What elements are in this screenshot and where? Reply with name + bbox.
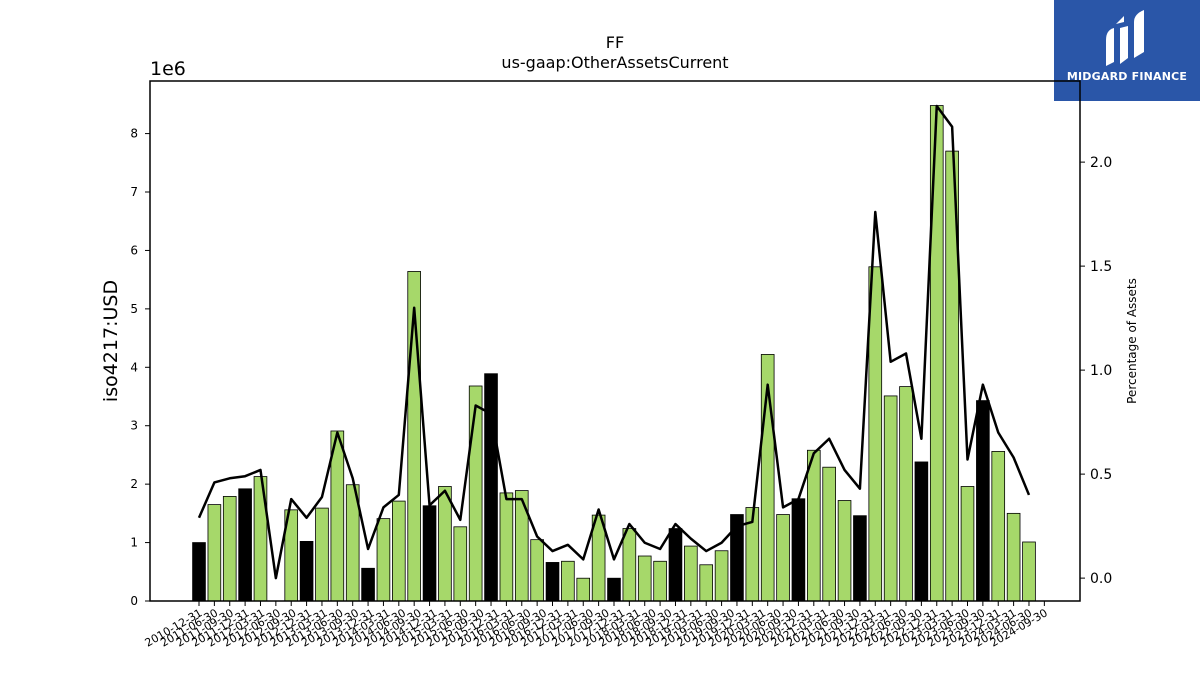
bar-2023-09-30 xyxy=(976,400,990,602)
y-tick-label: 6 xyxy=(130,243,138,257)
bar-2017-12-31 xyxy=(622,528,637,602)
bar-2013-12-31 xyxy=(376,518,391,602)
bar-2011-03-31 xyxy=(207,504,222,602)
y-axis-label: iso4217:USD xyxy=(100,280,122,402)
bar-2023-12-31 xyxy=(991,451,1006,602)
y2-axis: 0.0 0.5 1.0 1.5 2.0 xyxy=(1080,155,1112,587)
logo-mark-icon xyxy=(1106,10,1144,66)
bar-2019-03-31 xyxy=(699,564,714,602)
plot-frame xyxy=(149,80,1081,602)
bar-2021-09-30 xyxy=(853,515,867,602)
chart-subtitle: us-gaap:OtherAssetsCurrent xyxy=(501,53,728,72)
bar-2019-06-30 xyxy=(714,550,729,602)
bar-2020-06-30 xyxy=(776,514,790,602)
bar-2013-09-30 xyxy=(361,567,375,602)
y-offset-label: 1e6 xyxy=(150,58,186,80)
bar-2017-09-30 xyxy=(607,577,621,602)
bar-2018-06-30 xyxy=(653,560,667,602)
bar-2016-12-31 xyxy=(561,560,575,602)
y-tick-label: 2 xyxy=(130,477,138,491)
bar-2021-06-30 xyxy=(837,500,852,602)
bar-2022-06-30 xyxy=(899,386,913,602)
bar-2018-03-31 xyxy=(637,555,652,602)
bar-2014-03-31 xyxy=(392,500,406,602)
y-tick-label: 1 xyxy=(130,536,138,550)
y2-tick-label: 0.0 xyxy=(1090,571,1112,587)
bar-2014-09-30 xyxy=(422,505,437,602)
bar-2012-12-31 xyxy=(315,507,329,602)
y-tick-label: 7 xyxy=(130,185,138,199)
line-layer xyxy=(197,104,1031,580)
bar-2021-12-31 xyxy=(868,266,883,602)
logo-text: MIDGARD FINANCE xyxy=(1066,70,1188,83)
bar-2014-12-31 xyxy=(438,486,452,602)
bar-2022-09-30 xyxy=(914,461,929,602)
y-tick-label: 0 xyxy=(130,594,138,608)
bar-2018-09-30 xyxy=(668,528,683,602)
midgard-finance-logo: MIDGARD FINANCE xyxy=(1054,0,1200,101)
x-axis: 2010-12-312011-06-302011-09-302011-12-31… xyxy=(143,601,1050,650)
chart-title: FF xyxy=(606,33,624,52)
y2-tick-label: 1.0 xyxy=(1090,363,1112,379)
y-tick-label: 8 xyxy=(130,127,138,141)
bar-2015-06-30 xyxy=(468,385,483,602)
bar-2011-06-30 xyxy=(222,496,237,602)
bar-2020-12-31 xyxy=(807,449,821,602)
y-tick-label: 4 xyxy=(130,360,138,374)
bar-2010-12-31 xyxy=(192,542,206,602)
y2-tick-label: 2.0 xyxy=(1090,155,1112,171)
bar-2020-09-30 xyxy=(791,498,806,602)
y2-tick-label: 0.5 xyxy=(1090,467,1112,483)
y2-tick-label: 1.5 xyxy=(1090,259,1112,275)
y-tick-label: 3 xyxy=(130,419,138,433)
y2-axis-label: Percentage of Assets xyxy=(1125,278,1139,404)
bar-2024-06-30 xyxy=(1022,541,1036,602)
y-tick-label: 5 xyxy=(130,302,138,316)
bar-2015-12-31 xyxy=(499,492,514,602)
bars-layer xyxy=(192,105,1036,602)
bar-2024-03-31 xyxy=(1006,512,1021,602)
bar-2016-06-30 xyxy=(530,539,544,602)
bar-2012-09-30 xyxy=(299,541,314,602)
y-axis: 0 1 2 3 4 5 6 7 8 xyxy=(130,127,150,608)
bar-2016-09-30 xyxy=(545,562,560,602)
bar-2022-03-31 xyxy=(883,395,898,602)
bar-2015-09-30 xyxy=(484,373,498,602)
bar-2015-03-31 xyxy=(453,526,468,602)
bar-2023-06-30 xyxy=(960,486,975,602)
bar-2018-12-31 xyxy=(684,545,698,602)
percentage-line xyxy=(197,104,1031,580)
bar-2021-03-31 xyxy=(822,466,836,602)
bar-2011-09-30 xyxy=(238,488,252,602)
bar-2017-03-31 xyxy=(576,577,591,602)
